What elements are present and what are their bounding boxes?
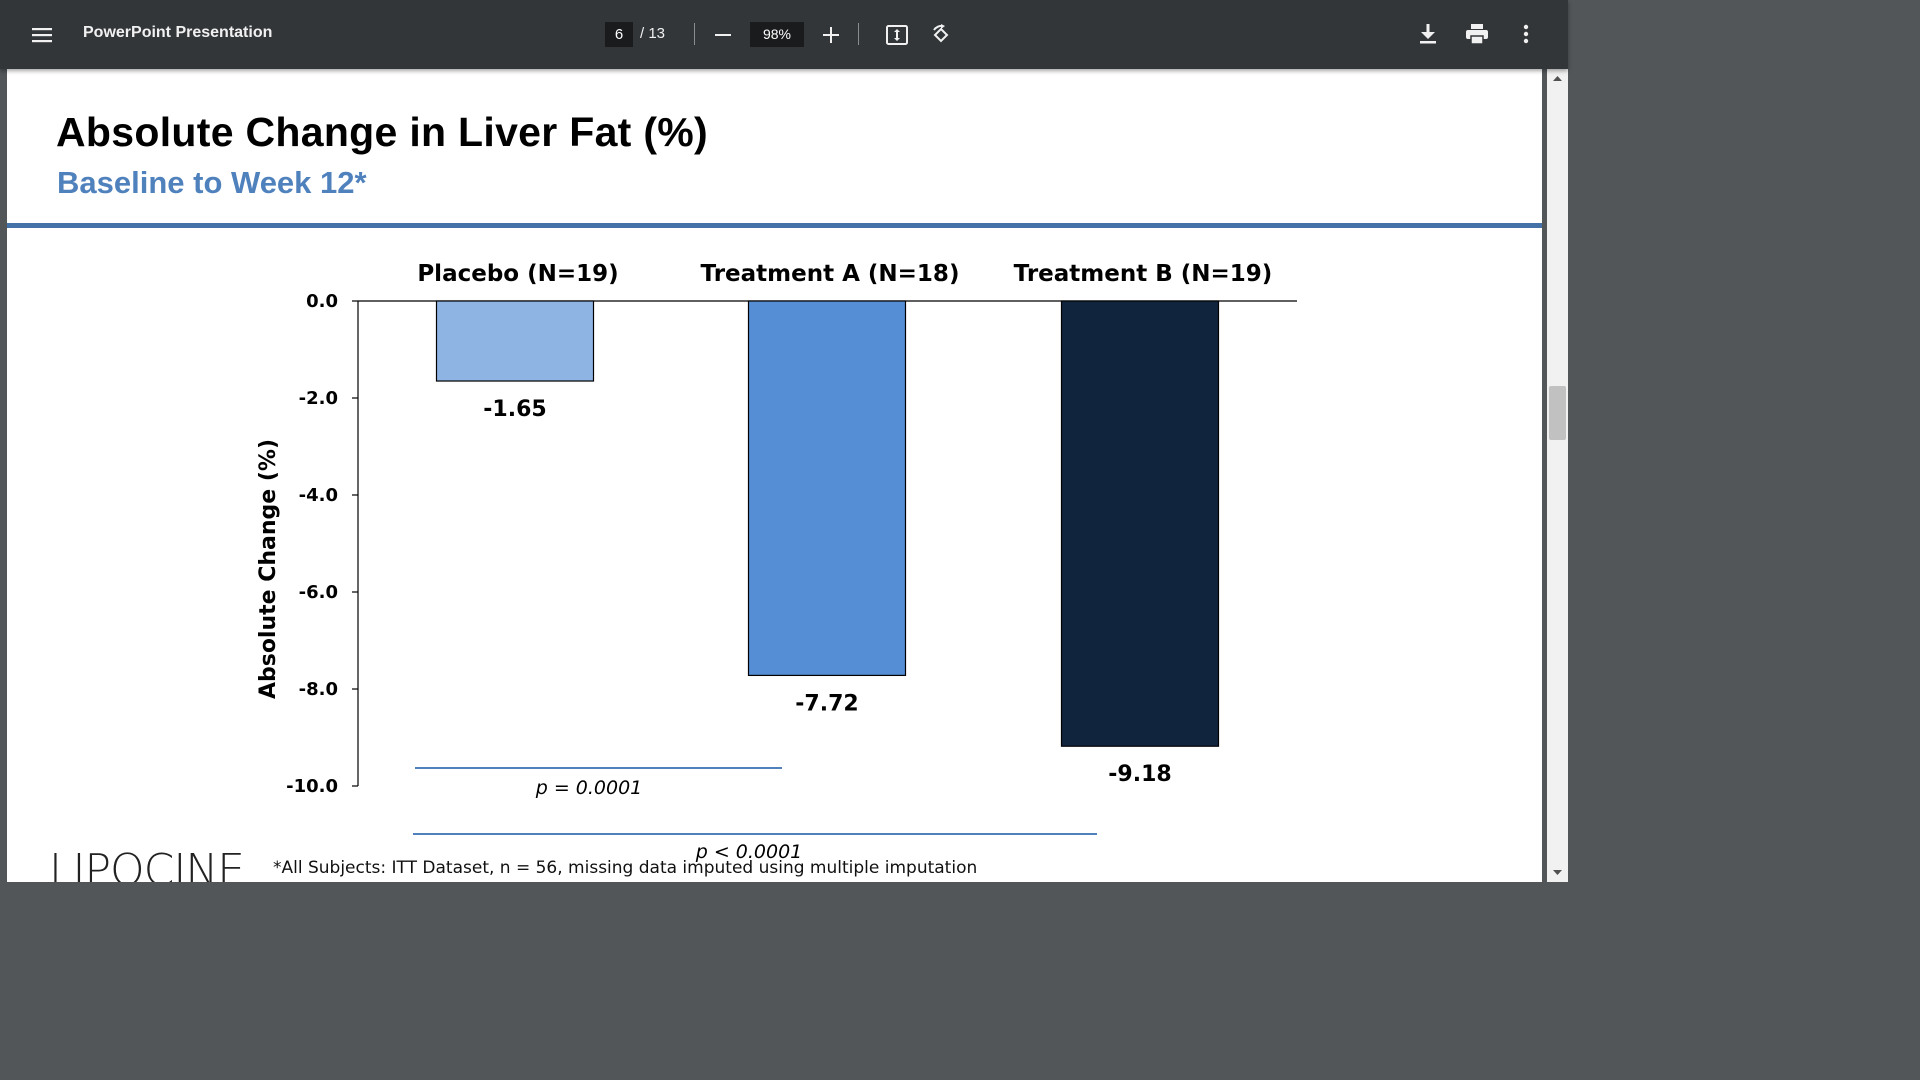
bar-value-label: -9.18	[1108, 762, 1171, 787]
bar	[1060, 300, 1220, 747]
scrollbar-thumb[interactable]	[1549, 386, 1566, 440]
toolbar-divider	[858, 23, 859, 45]
pdf-page: Absolute Change in Liver Fat (%) Baselin…	[7, 69, 1542, 882]
footnote: *All Subjects: ITT Dataset, n = 56, miss…	[273, 858, 978, 878]
menu-icon[interactable]	[28, 21, 56, 49]
vertical-scrollbar[interactable]	[1547, 69, 1568, 882]
category-label: Treatment B (N=19)	[1014, 261, 1273, 287]
y-tick-label: 0.0	[306, 291, 338, 312]
bar	[747, 300, 907, 677]
scroll-up-icon[interactable]	[1547, 71, 1568, 85]
rotate-icon[interactable]	[926, 20, 956, 50]
toolbar-divider	[694, 23, 695, 45]
more-vert-icon[interactable]	[1514, 20, 1538, 48]
y-tick-label: -4.0	[299, 485, 338, 506]
slide-subtitle: Baseline to Week 12*	[57, 165, 367, 200]
y-tick-label: -8.0	[299, 679, 338, 700]
y-tick-label: -6.0	[299, 582, 338, 603]
print-icon[interactable]	[1462, 20, 1492, 48]
fit-page-icon[interactable]	[882, 20, 912, 50]
zoom-input[interactable]: 98%	[750, 22, 804, 47]
bar-value-label: -7.72	[795, 691, 858, 716]
page-total: / 13	[640, 25, 666, 42]
pdf-toolbar: PowerPoint Presentation 6 / 13 98%	[0, 0, 1568, 69]
scroll-down-icon[interactable]	[1547, 866, 1568, 880]
bar	[435, 300, 595, 382]
page-number-input[interactable]: 6	[605, 22, 633, 47]
slide-title: Absolute Change in Liver Fat (%)	[56, 109, 708, 155]
y-tick-label: -10.0	[286, 776, 338, 797]
significance-label: p = 0.0001	[535, 777, 643, 799]
download-icon[interactable]	[1414, 20, 1442, 48]
significance-label: p < 0.0001	[695, 841, 803, 863]
zoom-out-icon[interactable]	[710, 22, 736, 48]
zoom-in-icon[interactable]	[818, 22, 844, 48]
category-label: Treatment A (N=18)	[701, 261, 960, 287]
company-logo: LIPOCINE	[49, 845, 245, 882]
category-label: Placebo (N=19)	[417, 261, 618, 287]
bar-chart: 0.0 -2.0 -4.0 -6.0 -8.0 -10.0 Absolute Change …	[256, 261, 1297, 863]
y-tick-label: -2.0	[299, 388, 338, 409]
bar-value-label: -1.65	[483, 397, 546, 422]
document-title: PowerPoint Presentation	[83, 24, 273, 41]
title-divider	[7, 223, 1542, 228]
y-axis-label: Absolute Change (%)	[256, 439, 281, 699]
